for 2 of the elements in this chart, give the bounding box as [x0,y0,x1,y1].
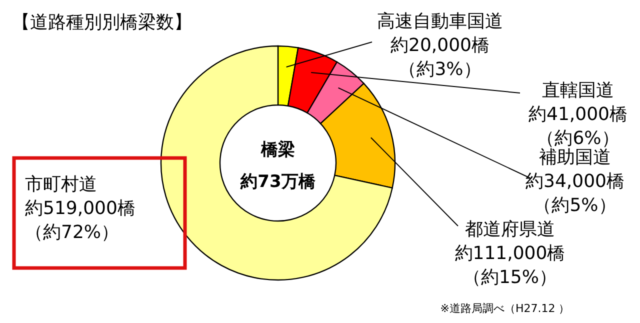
note: ※道路局調べ（H27.12 ） [440,302,570,315]
title: 【道路種別別橋梁数】 [12,12,192,33]
